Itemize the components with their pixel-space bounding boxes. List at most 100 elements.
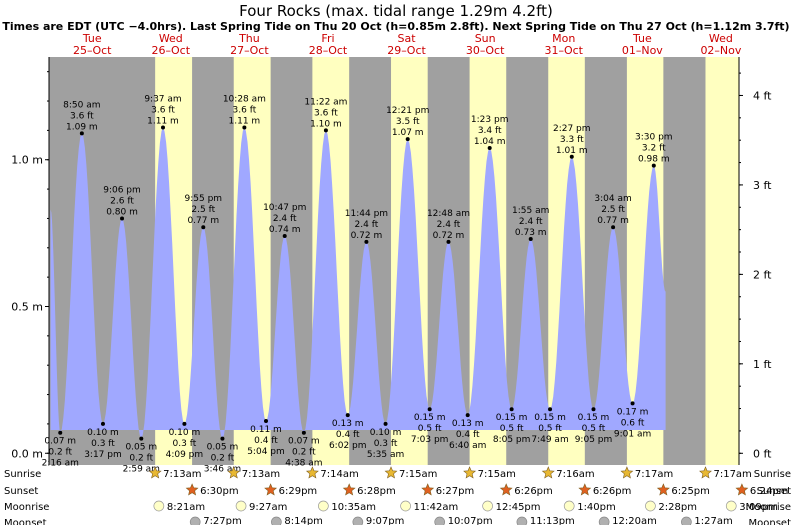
low-tide-label: 6:40 am: [449, 441, 486, 451]
low-tide-label: 2:16 am: [42, 459, 79, 469]
day-labels: Tue25–OctWed26–OctThu27–OctFri28–OctSat2…: [73, 32, 742, 57]
moonrise-icon: [235, 500, 247, 512]
high-tide-label: 2:27 pm: [553, 124, 591, 134]
low-tide-label: 0.11 m: [250, 425, 282, 435]
low-tide-label: 0.15 m: [414, 413, 446, 423]
high-tide-label: 2.5 ft: [191, 205, 215, 215]
high-tide-label: 2.4 ft: [437, 220, 461, 230]
axes: 0.0 m 0.5 m 1.0 m 0 ft 1 ft 2 ft 3 ft 4 ft: [11, 57, 772, 465]
row-label-left: Sunset: [4, 486, 38, 497]
low-tide-label: 5:04 pm: [247, 447, 285, 457]
day-of-week-label: Sat: [398, 32, 417, 45]
sunrise-icon: [227, 466, 241, 479]
moonset-icon: [434, 516, 446, 525]
sunrise-time: 7:17am: [713, 469, 751, 480]
row-label-right: Sunset: [757, 486, 791, 497]
low-tide-point: [465, 413, 470, 418]
moonset-time: 9:07pm: [366, 516, 405, 525]
row-label-right: Moonrise: [746, 502, 791, 513]
high-tide-point: [651, 163, 656, 168]
low-tide-point: [427, 407, 432, 412]
low-tide-label: 0.15 m: [578, 413, 610, 423]
sunset-time: 6:28pm: [357, 486, 396, 497]
sunset-time: 6:26pm: [514, 486, 553, 497]
low-tide-label: 0.5 ft: [418, 424, 442, 434]
low-tide-point: [345, 413, 350, 418]
high-tide-label: 9:37 am: [144, 94, 181, 104]
moonrise-time: 12:45pm: [496, 502, 541, 513]
moonrise-icon: [400, 500, 411, 512]
sunset-icon: [185, 483, 199, 496]
low-tide-label: 0.05 m: [125, 443, 157, 453]
sunrise-icon: [148, 466, 162, 479]
left-tick-label: 0.5 m: [11, 300, 43, 313]
low-tide-label: 0.2 ft: [129, 454, 153, 464]
sunset-time: 6:24pm: [750, 486, 789, 497]
right-tick-label: 1 ft: [753, 358, 772, 371]
moonrise-icon: [482, 500, 493, 512]
moonset-icon: [271, 516, 282, 525]
high-tide-label: 1.10 m: [310, 119, 342, 129]
low-tide-point: [263, 418, 268, 423]
high-tide-label: 3:04 am: [594, 194, 631, 204]
moonset-time: 10:07pm: [448, 516, 493, 525]
low-tide-label: 0.07 m: [44, 437, 76, 447]
astronomy-rows: Sunrise Sunrise Sunset Sunset Moonrise Moonri…: [4, 466, 791, 525]
high-tide-point: [120, 216, 125, 221]
moonrise-time: 3:09pm: [739, 502, 778, 513]
left-tick-label: 0.0 m: [11, 447, 43, 460]
daylight-band: [705, 57, 739, 465]
high-tide-label: 3.4 ft: [478, 126, 502, 136]
high-tide-point: [405, 137, 410, 142]
sunset-icon: [264, 483, 278, 496]
high-tide-label: 3.3 ft: [560, 135, 584, 145]
moonset-time: 1:27am: [694, 516, 732, 525]
sunset-icon: [578, 483, 592, 496]
high-tide-label: 3.5 ft: [396, 117, 420, 127]
sunset-icon: [342, 483, 356, 496]
day-of-week-label: Wed: [709, 32, 733, 45]
right-tick-label: 2 ft: [753, 268, 772, 281]
high-tide-label: 0.80 m: [106, 207, 138, 217]
sunset-icon: [735, 483, 749, 496]
high-tide-label: 2.6 ft: [110, 196, 134, 206]
right-tick-label: 4 ft: [753, 89, 772, 102]
sunset-time: 6:27pm: [436, 486, 475, 497]
low-tide-label: 4:09 pm: [166, 450, 204, 460]
low-tide-label: 7:49 am: [531, 435, 568, 445]
low-tide-label: 0.13 m: [452, 419, 484, 429]
day-date-label: 01–Nov: [622, 44, 663, 57]
moonset-icon: [189, 516, 201, 525]
high-tide-label: 1.11 m: [229, 116, 261, 126]
moonrise-icon: [725, 500, 737, 512]
sunset-time: 6:25pm: [671, 486, 710, 497]
moonset-time: 8:14pm: [284, 516, 323, 525]
low-tide-label: 0.17 m: [617, 407, 649, 417]
high-tide-label: 1.11 m: [147, 116, 179, 126]
moonset-icon: [352, 516, 364, 525]
high-tide-label: 2.4 ft: [355, 220, 379, 230]
sunrise-time: 7:13am: [242, 469, 280, 480]
high-tide-point: [611, 225, 616, 230]
day-of-week-label: Fri: [321, 32, 334, 45]
moonrise-icon: [153, 500, 165, 512]
day-of-week-label: Thu: [238, 32, 260, 45]
low-tide-label: 0.15 m: [534, 413, 566, 423]
high-tide-label: 1.09 m: [66, 122, 98, 132]
moonrise-time: 1:40pm: [577, 502, 616, 513]
chart-subtitle: Times are EDT (UTC −4.0hrs). Last Spring…: [2, 20, 789, 33]
sunset-icon: [421, 483, 435, 496]
low-tide-label: 0.3 ft: [91, 439, 115, 449]
low-tide-label: 7:03 pm: [411, 435, 449, 445]
low-tide-label: 0.05 m: [207, 443, 239, 453]
low-tide-point: [591, 407, 596, 412]
day-date-label: 28–Oct: [309, 44, 348, 57]
sunset-time: 6:26pm: [593, 486, 632, 497]
low-tide-label: 0.6 ft: [621, 418, 645, 428]
low-tide-point: [182, 421, 187, 426]
low-tide-label: 0.4 ft: [456, 430, 480, 440]
high-tide-point: [364, 239, 369, 244]
day-of-week-label: Mon: [552, 32, 575, 45]
low-tide-point: [220, 436, 225, 441]
moonset-time: 11:13pm: [530, 516, 575, 525]
